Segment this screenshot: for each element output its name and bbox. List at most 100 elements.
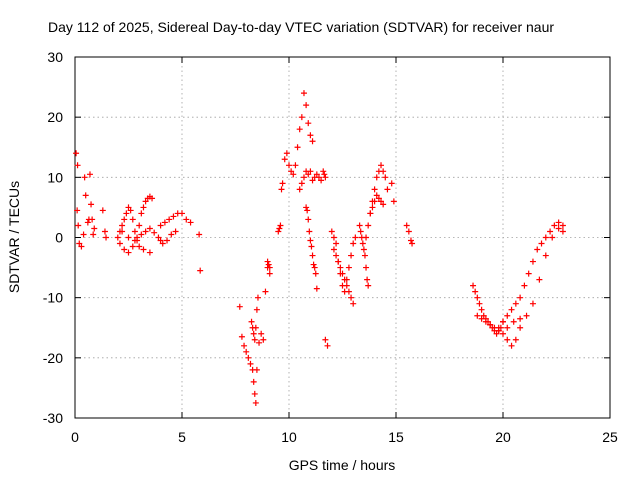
data-point xyxy=(504,324,511,331)
x-tick-label: 5 xyxy=(178,429,186,445)
data-point xyxy=(260,336,267,343)
x-tick-label: 20 xyxy=(495,429,511,445)
data-point xyxy=(345,264,352,271)
data-point xyxy=(517,324,524,331)
data-point xyxy=(149,195,156,202)
data-point xyxy=(311,264,318,271)
data-point xyxy=(172,228,179,235)
data-point xyxy=(309,177,316,184)
data-point xyxy=(360,246,367,253)
data-point xyxy=(278,186,285,193)
data-point xyxy=(245,354,252,361)
data-point xyxy=(236,303,243,310)
data-point xyxy=(262,288,269,295)
data-point xyxy=(380,201,387,208)
data-point xyxy=(371,186,378,193)
data-point xyxy=(277,222,284,229)
data-point xyxy=(101,228,108,235)
data-point xyxy=(315,174,322,181)
data-point xyxy=(251,336,258,343)
data-point xyxy=(371,198,378,205)
data-point xyxy=(551,222,558,229)
data-point xyxy=(512,300,519,307)
data-point xyxy=(170,213,177,220)
data-point xyxy=(333,240,340,247)
y-tick-label: 10 xyxy=(47,169,63,185)
data-series xyxy=(73,90,566,406)
data-point xyxy=(474,294,481,301)
data-point xyxy=(73,150,80,157)
data-point xyxy=(84,219,91,226)
data-point xyxy=(161,219,168,226)
data-point xyxy=(510,318,517,325)
data-point xyxy=(307,168,314,175)
data-point xyxy=(298,180,305,187)
data-point xyxy=(378,198,385,205)
data-point xyxy=(364,276,371,283)
y-tick-label: -20 xyxy=(43,350,63,366)
data-point xyxy=(363,234,370,241)
data-point xyxy=(78,243,85,250)
data-point xyxy=(142,228,149,235)
data-point xyxy=(339,270,346,277)
data-point xyxy=(322,174,329,181)
data-point xyxy=(313,171,320,178)
data-point xyxy=(266,264,273,271)
data-point xyxy=(275,228,282,235)
data-point xyxy=(318,177,325,184)
data-point xyxy=(279,180,286,187)
data-point xyxy=(500,318,506,325)
data-point xyxy=(309,138,316,145)
data-point xyxy=(140,204,147,211)
data-point xyxy=(296,126,303,133)
data-point xyxy=(375,195,382,202)
data-point xyxy=(155,234,162,241)
data-point xyxy=(384,186,391,193)
data-point xyxy=(504,336,511,343)
data-point xyxy=(288,168,295,175)
data-point xyxy=(265,261,272,268)
data-point xyxy=(103,234,110,241)
data-point xyxy=(529,258,536,265)
data-point xyxy=(321,171,328,178)
data-point xyxy=(243,348,250,355)
y-tick-label: 20 xyxy=(47,109,63,125)
data-point xyxy=(276,225,283,232)
data-point xyxy=(305,120,312,127)
data-point xyxy=(405,228,412,235)
data-point xyxy=(525,270,532,277)
data-point xyxy=(542,234,549,241)
data-point xyxy=(487,321,494,328)
data-point xyxy=(187,219,194,226)
data-point xyxy=(114,234,121,241)
data-point xyxy=(559,228,566,235)
data-point xyxy=(309,252,316,259)
data-point xyxy=(536,276,543,283)
data-point xyxy=(335,258,342,265)
chart-title: Day 112 of 2025, Sidereal Day-to-day VTE… xyxy=(48,19,554,35)
data-point xyxy=(320,168,327,175)
data-point xyxy=(197,267,204,274)
data-point xyxy=(283,150,290,157)
data-point xyxy=(121,216,128,223)
data-point xyxy=(99,207,106,214)
data-point xyxy=(157,237,164,244)
data-point xyxy=(294,144,301,151)
data-point xyxy=(131,237,138,244)
data-point xyxy=(373,174,380,181)
data-point xyxy=(253,366,260,373)
data-point xyxy=(142,198,149,205)
data-point xyxy=(292,162,299,169)
data-point xyxy=(88,201,95,208)
data-point xyxy=(136,243,143,250)
x-axis-label: GPS time / hours xyxy=(289,457,396,473)
y-tick-label: -10 xyxy=(43,290,63,306)
data-point xyxy=(305,171,312,178)
y-tick-label: 30 xyxy=(47,49,63,65)
data-point xyxy=(157,222,164,229)
data-point xyxy=(361,252,368,259)
data-point xyxy=(348,252,355,259)
data-point xyxy=(407,237,414,244)
data-point xyxy=(146,249,153,256)
data-point xyxy=(555,225,562,232)
